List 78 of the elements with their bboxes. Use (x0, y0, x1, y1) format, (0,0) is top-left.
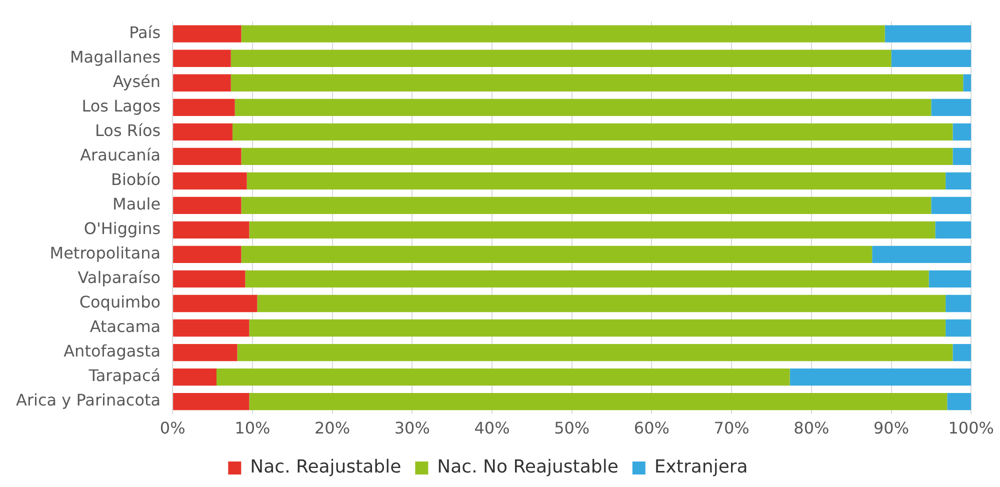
bar (173, 50, 231, 67)
bar (884, 25, 972, 42)
bar (935, 221, 972, 239)
y-tick-label: O'Higgins (84, 219, 161, 238)
bar (173, 123, 232, 140)
bar (931, 98, 972, 116)
bar (173, 148, 242, 165)
x-tick-label: 10% (234, 418, 270, 438)
y-tick-label: Aysén (112, 72, 161, 92)
bar (952, 148, 972, 165)
bar (173, 98, 235, 116)
bar (946, 319, 972, 337)
bar (216, 368, 790, 386)
x-tick-label: 20% (314, 418, 350, 438)
bar (241, 196, 932, 214)
bar (232, 123, 953, 140)
bar (952, 344, 972, 362)
y-tick-label: Metropolitana (50, 244, 161, 263)
bar (173, 392, 250, 410)
bar (173, 221, 250, 239)
bar (931, 196, 972, 214)
bar (173, 368, 216, 386)
x-tick-label: 90% (873, 418, 910, 438)
y-tick-label: Los Lagos (82, 96, 161, 116)
bar (946, 294, 972, 312)
bar (230, 50, 892, 67)
x-tick-label: 100% (948, 418, 994, 438)
y-tick-label: Arica y Parinacota (16, 390, 161, 410)
bar (173, 196, 242, 214)
legend-label: Extranjera (654, 456, 748, 478)
bar (872, 246, 972, 264)
bar (249, 392, 948, 410)
y-tick-label: Magallanes (70, 48, 161, 67)
bar (891, 50, 972, 67)
y-tick-label: Antofagasta (64, 342, 161, 361)
x-tick-label: 0% (160, 418, 186, 438)
bar (257, 294, 946, 312)
x-tick-label: 80% (794, 418, 830, 438)
bar (947, 392, 972, 410)
bar (963, 74, 972, 92)
x-tick-label: 50% (554, 418, 590, 438)
bar (241, 148, 953, 165)
bar (241, 246, 872, 264)
bar (173, 270, 246, 288)
y-tick-label: Valparaíso (78, 268, 161, 288)
y-tick-label: Los Ríos (95, 121, 161, 140)
bar (241, 25, 885, 42)
bar (249, 221, 936, 239)
bar (234, 98, 932, 116)
bar (230, 74, 964, 92)
y-tick-label: Maule (112, 194, 161, 214)
bar (245, 270, 929, 288)
bar (928, 270, 972, 288)
bar (173, 294, 258, 312)
bar (173, 172, 247, 190)
legend-label: Nac. No Reajustable (437, 456, 618, 478)
bar (173, 344, 238, 362)
bar (790, 368, 972, 386)
x-tick-label: 40% (474, 418, 510, 438)
y-tick-label: Atacama (90, 317, 161, 336)
x-tick-label: 60% (634, 418, 670, 438)
y-tick-label: Coquimbo (79, 292, 161, 312)
bar (237, 344, 953, 362)
x-tick-label: 70% (714, 418, 750, 438)
y-tick-label: Tarapacá (88, 366, 161, 386)
bar (173, 246, 242, 264)
bar (249, 319, 946, 337)
bar (952, 123, 972, 140)
bar (946, 172, 972, 190)
legend-label: Nac. Reajustable (250, 456, 402, 478)
bar (173, 319, 250, 337)
y-tick-label: País (129, 23, 161, 42)
y-tick-label: Araucanía (80, 146, 161, 165)
x-tick-label: 30% (394, 418, 430, 438)
bar (246, 172, 946, 190)
bar (173, 25, 242, 42)
y-tick-label: Biobío (110, 170, 161, 190)
bar (173, 74, 231, 92)
